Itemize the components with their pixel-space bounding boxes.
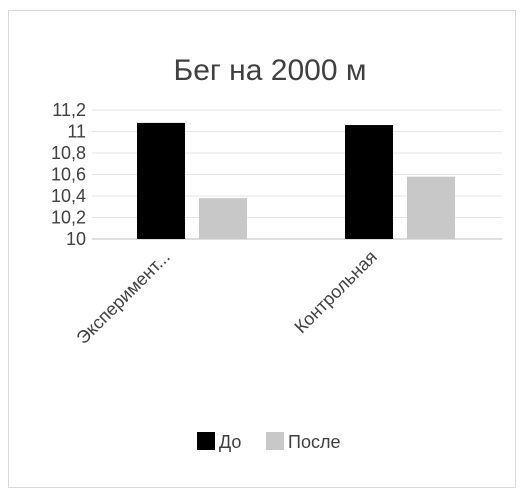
legend-label: До: [219, 432, 241, 452]
bar-posle-1: [407, 176, 455, 239]
chart-title: Бег на 2000 м: [174, 54, 367, 87]
legend: До После: [197, 432, 340, 452]
chart-frame: [8, 10, 516, 488]
bar-posle-0: [199, 198, 247, 239]
legend-label: После: [288, 432, 340, 452]
bars: [137, 122, 455, 239]
bar-do-1: [345, 125, 393, 239]
x-category-label: Контрольная: [290, 247, 380, 337]
y-tick-label: 10,4: [51, 186, 86, 206]
x-axis-labels: Эксперимент... Контрольная: [72, 247, 380, 348]
legend-swatch: [266, 432, 284, 450]
y-tick-label: 11,2: [52, 100, 86, 120]
y-tick-label: 10: [66, 229, 86, 249]
legend-swatch: [197, 432, 215, 450]
y-tick-label: 10,8: [51, 143, 86, 163]
y-tick-label: 11: [67, 122, 86, 142]
bar-do-0: [137, 122, 185, 239]
y-tick-label: 10,6: [51, 165, 86, 185]
y-tick-label: 10,2: [51, 208, 86, 228]
x-category-label: Эксперимент...: [72, 247, 173, 348]
